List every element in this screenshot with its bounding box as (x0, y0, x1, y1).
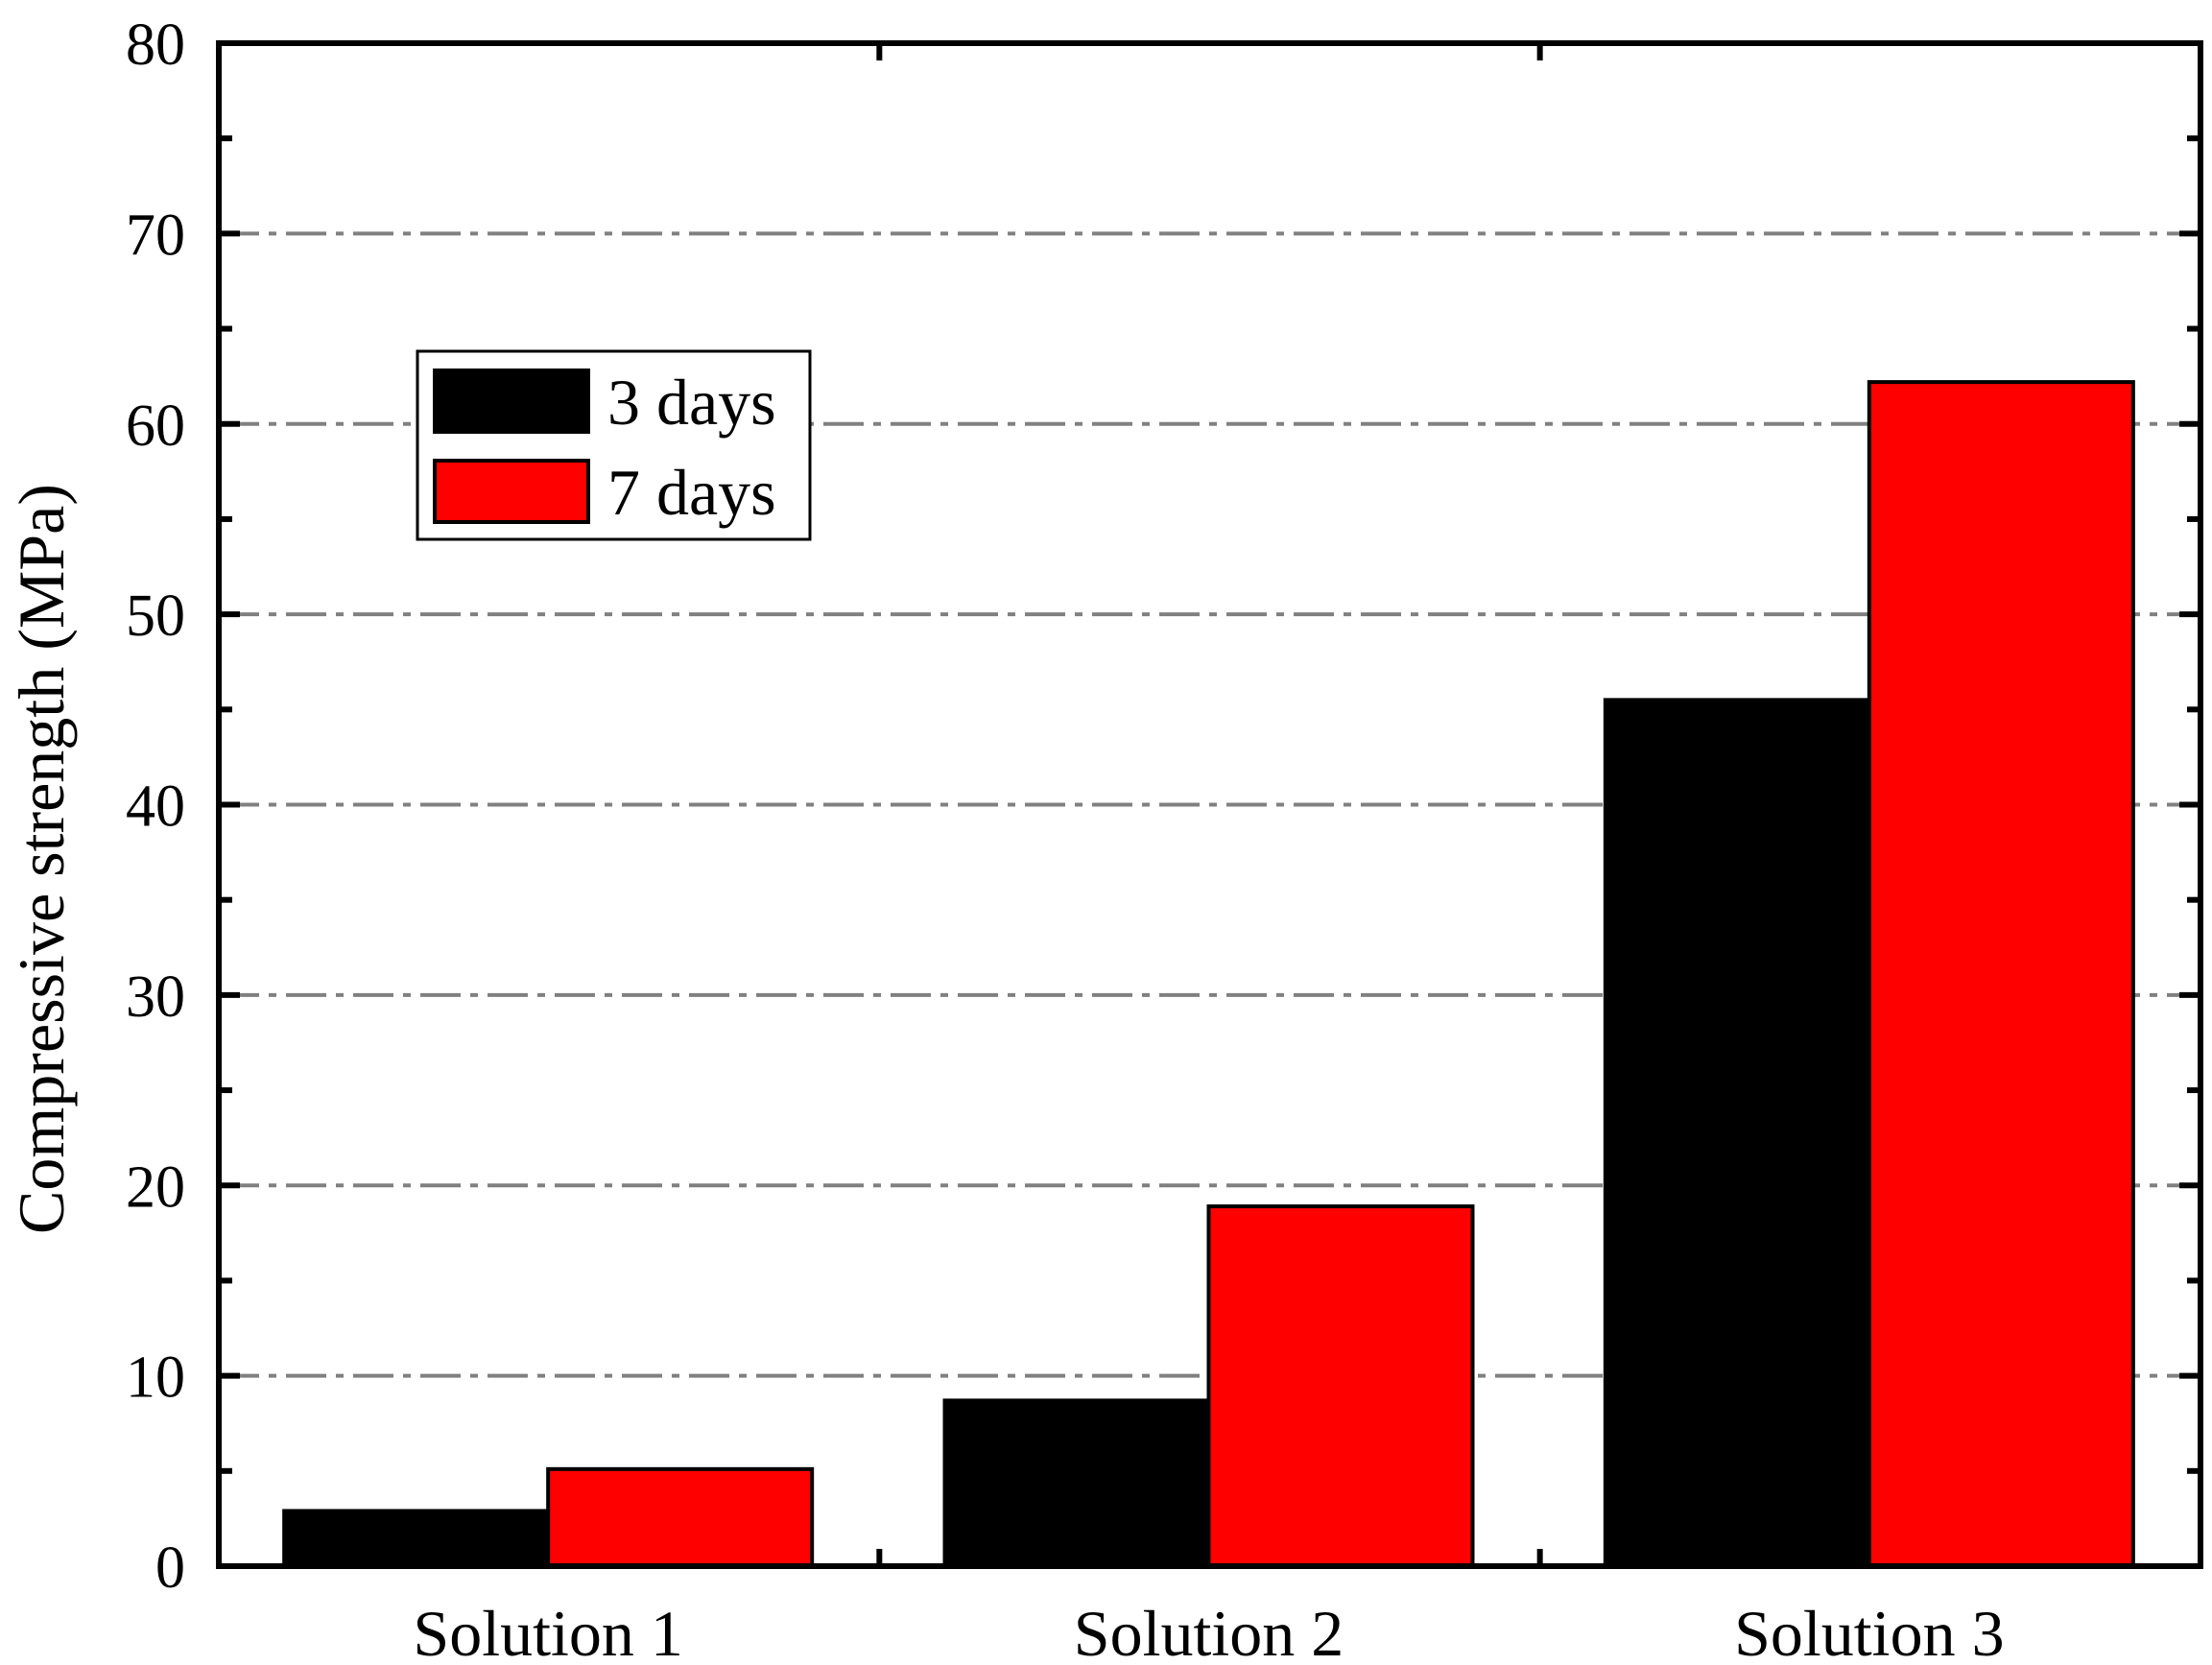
y-tick-label: 40 (126, 774, 185, 840)
x-tick-label: Solution 1 (413, 1597, 683, 1665)
bar-series1-1 (282, 1509, 551, 1568)
y-tick-label: 10 (126, 1345, 185, 1411)
legend-swatch-2 (433, 459, 590, 524)
legend-swatch-1 (433, 369, 590, 434)
bars (282, 380, 2135, 1569)
bar-series2-1 (546, 1466, 815, 1568)
axes (216, 40, 2203, 1569)
bar-series1-3 (1603, 698, 1871, 1568)
y-tick-label: 70 (126, 202, 185, 268)
x-category-labels: Solution 1 Solution 2 Solution 3 (413, 1597, 2004, 1665)
y-tick-label: 60 (126, 393, 185, 459)
y-tick-label: 30 (126, 964, 185, 1030)
y-tick-label: 0 (155, 1535, 185, 1601)
y-tick-label: 80 (126, 12, 185, 78)
y-tick-labels: 0 10 20 30 40 50 60 70 80 (126, 12, 185, 1601)
legend-label-1: 3 days (607, 366, 776, 439)
bar-series2-2 (1206, 1204, 1475, 1569)
y-tick-label: 20 (126, 1154, 185, 1220)
legend-label-2: 7 days (607, 456, 776, 529)
bar-series1-2 (942, 1398, 1211, 1568)
bar-series2-3 (1867, 380, 2135, 1568)
x-tick-label: Solution 2 (1074, 1597, 1344, 1665)
legend: 3 days 7 days (416, 349, 812, 541)
x-tick-label: Solution 3 (1734, 1597, 2005, 1665)
y-axis-title: Compressive strength (MPa) (5, 484, 78, 1234)
y-tick-label: 50 (126, 583, 185, 649)
